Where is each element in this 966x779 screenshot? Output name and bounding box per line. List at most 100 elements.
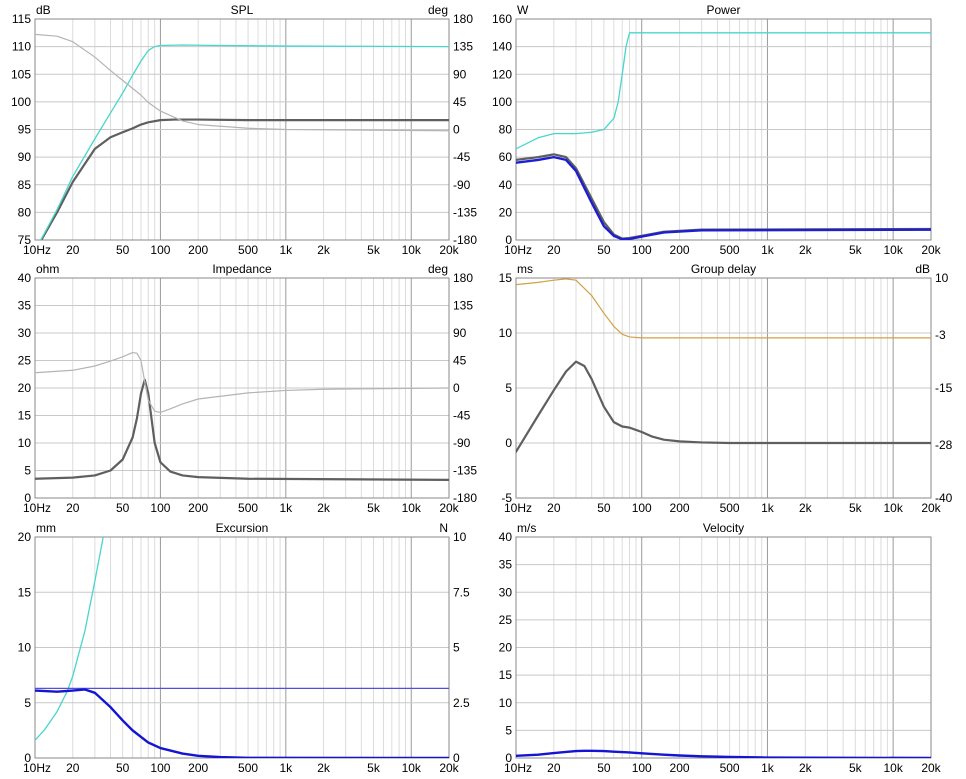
spl-y2-tick-label: 90 — [453, 67, 467, 81]
velocity-x-tick-label: 20 — [547, 761, 561, 775]
velocity-x-tick-label: 1k — [761, 761, 775, 775]
excursion-y2-tick-label: 0 — [453, 751, 460, 765]
spl-x-tick-label: 2k — [317, 243, 331, 257]
excursion-chart: 10Hz 20 50 100 200 500 1k 2k 5k 10k 20k0510152002.… — [18, 521, 470, 775]
impedance-y-tick-label: 10 — [18, 436, 32, 450]
group-delay-x-tick-label: 200 — [670, 501, 690, 515]
impedance-y2-tick-label: 135 — [453, 299, 473, 313]
group-delay-chart: 10Hz 20 50 100 200 500 1k 2k 5k 10k 20k -5 0 5 10 15 -40… — [499, 262, 953, 515]
power-frame — [515, 18, 932, 241]
excursion-y-unit-label: mm — [36, 521, 56, 535]
group-delay-y2-tick-label: -40 — [935, 491, 953, 505]
spl-y2-tick-label: 0 — [453, 123, 460, 137]
power-y-tick-label: 60 — [499, 150, 513, 164]
spl-y-tick-label: 85 — [18, 178, 32, 192]
impedance-y-tick-label: 40 — [18, 271, 32, 285]
spl-series-3-line — [35, 33, 449, 132]
impedance-y-tick-label: 25 — [18, 354, 32, 368]
group-delay-x-tick-label: 10k — [883, 501, 903, 515]
spl-y2-unit-label: deg — [428, 3, 448, 17]
excursion-x-tick-label: 2k — [317, 761, 331, 775]
spl-y2-tick-label: -90 — [453, 178, 471, 192]
impedance-y-tick-label: 5 — [24, 464, 31, 478]
impedance-y-tick-label: 20 — [18, 381, 32, 395]
spl-x-tick-label: 10Hz — [23, 243, 51, 257]
impedance-y-tick-label: 0 — [24, 491, 31, 505]
velocity-y-tick-label: 20 — [499, 641, 513, 655]
excursion-y2-tick-label: 2.5 — [453, 696, 470, 710]
group-delay-x-tick-label: 10Hz — [504, 501, 532, 515]
impedance-y2-unit-label: deg — [428, 262, 448, 276]
excursion-series-1-line — [35, 537, 104, 741]
impedance-y2-tick-label: 90 — [453, 326, 467, 340]
group-delay-y2-tick-label: 10 — [935, 271, 949, 285]
group-delay-x-tick-label: 100 — [632, 501, 652, 515]
impedance-y2-tick-label: 180 — [453, 271, 473, 285]
velocity-y-unit-label: m/s — [517, 521, 536, 535]
power-x-tick-label: 100 — [632, 243, 652, 257]
spl-x-tick-label: 1k — [279, 243, 293, 257]
group-delay-y2-tick-label: -28 — [935, 438, 953, 452]
spl-y2-tick-label: 135 — [453, 40, 473, 54]
group-delay-x-tick-label: 500 — [720, 501, 740, 515]
group-delay-x-tick-label: 2k — [799, 501, 813, 515]
power-x-tick-label: 20k — [921, 243, 941, 257]
impedance-x-tick-label: 20 — [66, 501, 80, 515]
velocity-chart: 10Hz 20 50 100 200 500 1k 2k 5k 10k 20k 0 5 10 15 20 25 3… — [499, 521, 942, 775]
group-delay-series-1-line — [516, 360, 931, 453]
impedance-y-unit-label: ohm — [36, 262, 59, 276]
spl-x-tick-label: 10k — [402, 243, 422, 257]
velocity-y-tick-label: 30 — [499, 585, 513, 599]
power-x-tick-label: 50 — [597, 243, 611, 257]
power-series-3-line — [516, 155, 931, 240]
excursion-y2-unit-label: N — [439, 521, 448, 535]
group-delay-x-tick-label: 20k — [921, 501, 941, 515]
excursion-y2-tick-label: 10 — [453, 530, 467, 544]
power-y-tick-label: 140 — [492, 40, 512, 54]
power-x-tick-label: 5k — [849, 243, 863, 257]
impedance-x-tick-label: 10k — [402, 501, 422, 515]
impedance-chart: 10Hz 20 50 100 200 500 1k 2k 5k 10k 20k 0 5 10 15 20 25 3… — [18, 262, 478, 515]
power-x-tick-label: 10Hz — [504, 243, 532, 257]
impedance-x-tick-label: 10Hz — [23, 501, 51, 515]
impedance-title: Impedance — [212, 262, 272, 276]
excursion-x-tick-label: 500 — [238, 761, 258, 775]
spl-series-2-line — [40, 44, 449, 240]
spl-y-tick-label: 105 — [11, 67, 31, 81]
excursion-y-tick-label: 0 — [24, 751, 31, 765]
impedance-y-tick-label: 15 — [18, 409, 32, 423]
power-y-tick-label: 100 — [492, 95, 512, 109]
impedance-y2-tick-label: -180 — [453, 491, 477, 505]
impedance-y2-tick-label: 45 — [453, 354, 467, 368]
power-title: Power — [706, 3, 740, 17]
power-y-tick-label: 20 — [499, 205, 513, 219]
spl-series-1-line — [40, 118, 449, 240]
spl-y-tick-label: 95 — [18, 123, 32, 137]
power-x-tick-label: 10k — [883, 243, 903, 257]
power-y-tick-label: 160 — [492, 12, 512, 26]
group-delay-y-tick-label: -5 — [501, 491, 512, 505]
spl-y-tick-label: 80 — [18, 205, 32, 219]
excursion-x-tick-label: 200 — [188, 761, 208, 775]
excursion-y-tick-label: 5 — [24, 696, 31, 710]
power-chart: 10Hz 20 50 100 200 500 1k 2k 5k 10k 20k 0 20 40 60 80 10… — [492, 3, 942, 257]
velocity-x-tick-label: 5k — [849, 761, 863, 775]
excursion-title: Excursion — [216, 521, 269, 535]
spl-title: SPL — [231, 3, 254, 17]
velocity-x-tick-label: 2k — [799, 761, 813, 775]
group-delay-x-tick-label: 1k — [761, 501, 775, 515]
spl-x-tick-label: 20k — [439, 243, 459, 257]
impedance-x-tick-label: 1k — [279, 501, 293, 515]
excursion-y-tick-label: 20 — [18, 530, 32, 544]
excursion-y-tick-label: 15 — [18, 585, 32, 599]
impedance-y-tick-label: 30 — [18, 326, 32, 340]
excursion-x-tick-label: 10k — [402, 761, 422, 775]
velocity-y-tick-label: 15 — [499, 668, 513, 682]
power-y-tick-label: 40 — [499, 178, 513, 192]
impedance-series-2-line — [35, 351, 449, 414]
spl-y-tick-label: 115 — [12, 12, 31, 26]
impedance-y2-tick-label: -90 — [453, 436, 471, 450]
velocity-x-tick-label: 100 — [632, 761, 652, 775]
impedance-x-tick-label: 5k — [367, 501, 381, 515]
